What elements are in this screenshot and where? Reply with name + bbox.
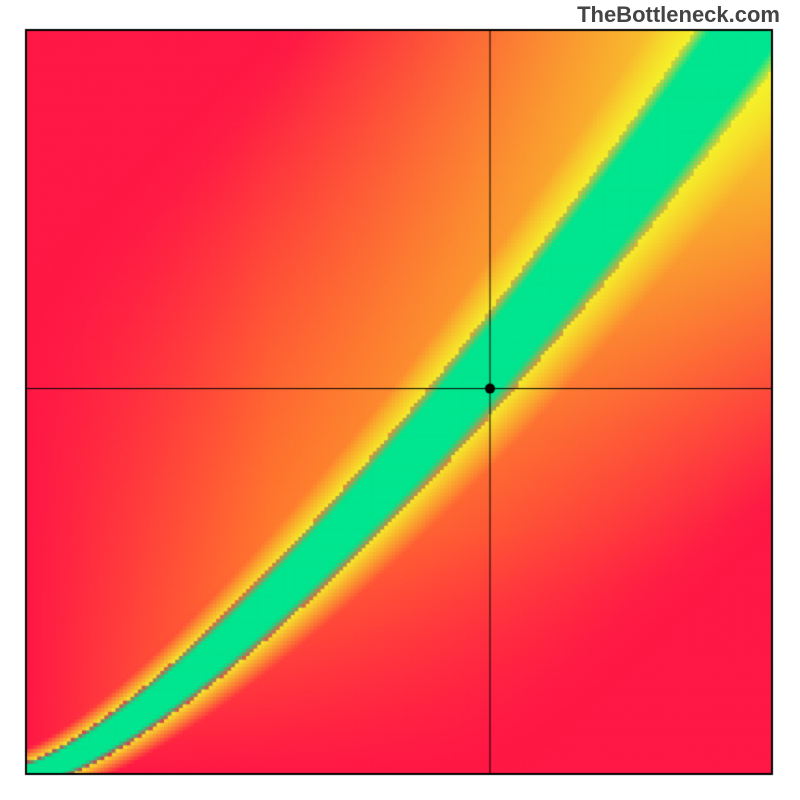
bottleneck-heatmap-canvas bbox=[0, 0, 800, 800]
watermark-text: TheBottleneck.com bbox=[577, 2, 780, 28]
